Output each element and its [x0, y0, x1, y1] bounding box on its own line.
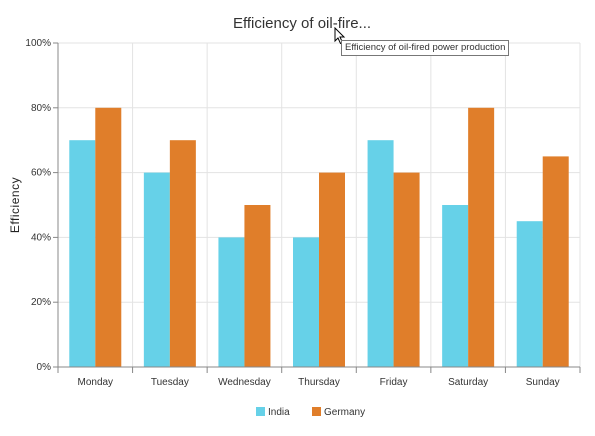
bar-germany-monday — [95, 107, 122, 368]
bar-india-friday — [367, 140, 394, 367]
bar-germany-tuesday — [169, 140, 196, 367]
x-tick-label: Saturday — [448, 377, 488, 388]
legend-label-india: India — [268, 407, 290, 418]
bar-india-wednesday — [218, 237, 245, 367]
bar-india-saturday — [442, 205, 469, 367]
y-axis-ticks: 0% 20% 40% 60% 80% 100% — [25, 38, 58, 373]
x-tick-label: Thursday — [298, 377, 340, 388]
y-tick-label: 80% — [31, 103, 51, 114]
x-tick-label: Sunday — [526, 377, 560, 388]
legend-swatch-india — [256, 407, 265, 416]
y-tick-label: 100% — [25, 38, 51, 49]
x-tick-label: Monday — [77, 377, 113, 388]
legend-swatch-germany — [312, 407, 321, 416]
bar-india-monday — [69, 140, 96, 367]
y-tick-label: 20% — [31, 297, 51, 308]
bar-india-thursday — [293, 237, 319, 367]
bar-germany-thursday — [319, 172, 345, 367]
title-tooltip: Efficiency of oil-fired power production — [341, 40, 510, 56]
legend-label-germany: Germany — [324, 407, 365, 418]
chart-title: Efficiency of oil-fire... — [233, 15, 371, 32]
bar-india-sunday — [516, 221, 543, 367]
legend[interactable]: India Germany — [256, 407, 365, 418]
bars — [69, 107, 569, 368]
bar-india-tuesday — [143, 172, 170, 367]
axes — [57, 43, 580, 368]
bar-germany-saturday — [468, 107, 495, 368]
y-tick-label: 40% — [31, 232, 51, 243]
y-tick-label: 0% — [37, 362, 52, 373]
x-tick-label: Tuesday — [151, 377, 189, 388]
bar-germany-wednesday — [244, 205, 271, 367]
x-tick-label: Wednesday — [218, 377, 271, 388]
y-axis-label: Efficiency — [8, 177, 22, 233]
bar-germany-friday — [393, 172, 420, 367]
y-tick-label: 60% — [31, 168, 51, 179]
bar-germany-sunday — [542, 156, 569, 367]
x-tick-label: Friday — [380, 377, 408, 388]
x-axis-ticks: Monday Tuesday Wednesday Thursday Friday Satu… — [57, 367, 581, 388]
